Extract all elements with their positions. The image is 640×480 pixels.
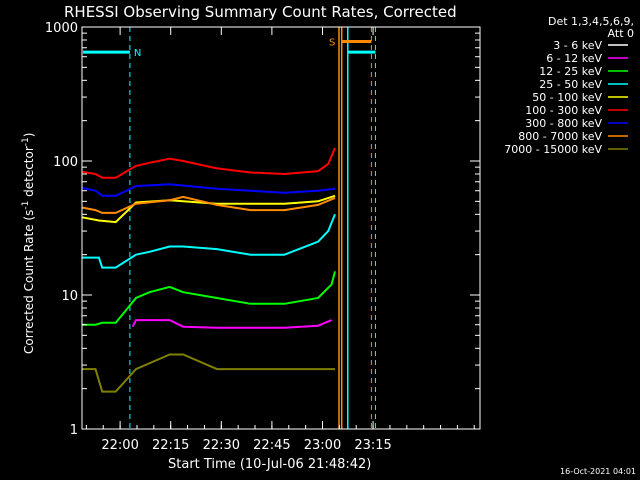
series-line-8 [82, 353, 335, 393]
legend-item-8: 7000 - 15000 keV [504, 143, 602, 156]
y-axis-label-sup1: -1 [21, 201, 31, 210]
series-line-3 [82, 213, 336, 269]
x-tick-label-3: 22:45 [253, 438, 290, 453]
x-tick-label-5: 23:15 [354, 438, 391, 453]
x-tick-label-4: 23:00 [304, 438, 341, 453]
series-line-6 [81, 183, 336, 197]
series-line-7 [81, 195, 336, 214]
legend-header-2: Att 0 [608, 27, 634, 40]
legend-item-7: 800 - 7000 keV [518, 130, 602, 143]
plot-frame [81, 26, 481, 430]
y-tick-label-0: 1 [70, 423, 78, 438]
legend-item-6: 300 - 800 keV [525, 117, 602, 130]
y-axis-label-sup2: -1 [21, 137, 31, 146]
legend-item-5: 100 - 300 keV [525, 104, 602, 117]
plot-area: NS [81, 26, 481, 430]
y-axis-label-main: Corrected Count Rate (s [22, 210, 36, 354]
y-axis: 1 10 100 1000 [45, 21, 480, 438]
y-axis-label-end: ) [22, 133, 36, 138]
legend-item-2: 12 - 25 keV [539, 65, 602, 78]
x-axis-label: Start Time (10-Jul-06 21:48:42) [168, 457, 371, 472]
y-tick-label-2: 100 [53, 155, 78, 170]
x-tick-label-2: 22:30 [203, 438, 240, 453]
x-tick-label-0: 22:00 [101, 438, 138, 453]
legend-item-0: 3 - 6 keV [553, 39, 602, 52]
chart-title: RHESSI Observing Summary Count Rates, Co… [64, 3, 457, 21]
series-line-1 [131, 319, 332, 329]
series-line-5 [81, 147, 336, 179]
y-axis-label: Corrected Count Rate (s-1 detector-1) [21, 133, 36, 354]
legend-item-4: 50 - 100 keV [532, 91, 602, 104]
legend-item-3: 25 - 50 keV [539, 78, 602, 91]
legend-item-1: 6 - 12 keV [546, 52, 602, 65]
x-axis: 22:00 22:15 22:30 22:45 23:00 23:15 [85, 27, 475, 453]
saa-label: S [329, 37, 335, 48]
y-tick-label-3: 1000 [45, 21, 78, 36]
x-tick-label-1: 22:15 [152, 438, 189, 453]
night-label: N [134, 48, 141, 59]
legend-header-1: Det 1,3,4,5,6,9, [548, 15, 634, 28]
footer-timestamp: 16-Oct-2021 04:01 [560, 467, 636, 476]
y-tick-label-1: 10 [61, 289, 78, 304]
y-axis-label-mid: detector [22, 146, 36, 201]
series-line-2 [82, 271, 336, 326]
